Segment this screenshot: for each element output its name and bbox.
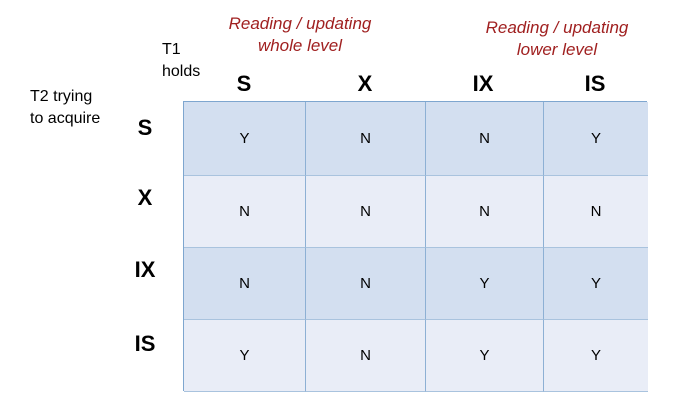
row-header-is: IS	[134, 331, 156, 356]
t2-label-line2: to acquire	[30, 110, 101, 127]
lock-compatibility-matrix: Y N N Y N N N N N N Y Y Y N Y Y	[183, 101, 648, 392]
matrix-cell: N	[306, 102, 426, 176]
matrix-cell: N	[184, 248, 306, 320]
t2-label-line1: T2 trying	[30, 88, 93, 105]
annotation-whole-level-line1: Reading / updating	[228, 14, 372, 33]
row-header-ix: IX	[134, 257, 156, 282]
column-header-s: S	[236, 71, 252, 96]
matrix-cell: N	[306, 320, 426, 392]
row-header-s: S	[137, 115, 153, 140]
row-header-x: X	[137, 185, 153, 210]
column-header-x: X	[357, 71, 373, 96]
matrix-cell: Y	[426, 320, 544, 392]
matrix-cell: N	[426, 102, 544, 176]
matrix-cell: Y	[426, 248, 544, 320]
matrix-cell: N	[306, 248, 426, 320]
annotation-whole-level-line2: whole level	[257, 36, 343, 55]
matrix-cell: N	[426, 176, 544, 248]
matrix-cell: N	[544, 176, 648, 248]
matrix-cell: Y	[184, 320, 306, 392]
matrix-cell: Y	[544, 102, 648, 176]
t1-label-line2: holds	[162, 63, 201, 80]
matrix-cell: Y	[544, 320, 648, 392]
annotation-lower-level-line2: lower level	[516, 40, 598, 59]
annotation-lower-level-line1: Reading / updating	[485, 18, 629, 37]
matrix-cell: Y	[184, 102, 306, 176]
column-header-ix: IX	[472, 71, 494, 96]
matrix-cell: N	[184, 176, 306, 248]
matrix-cell: N	[306, 176, 426, 248]
column-header-is: IS	[584, 71, 606, 96]
t1-label-line1: T1	[162, 41, 181, 58]
matrix-cell: Y	[544, 248, 648, 320]
